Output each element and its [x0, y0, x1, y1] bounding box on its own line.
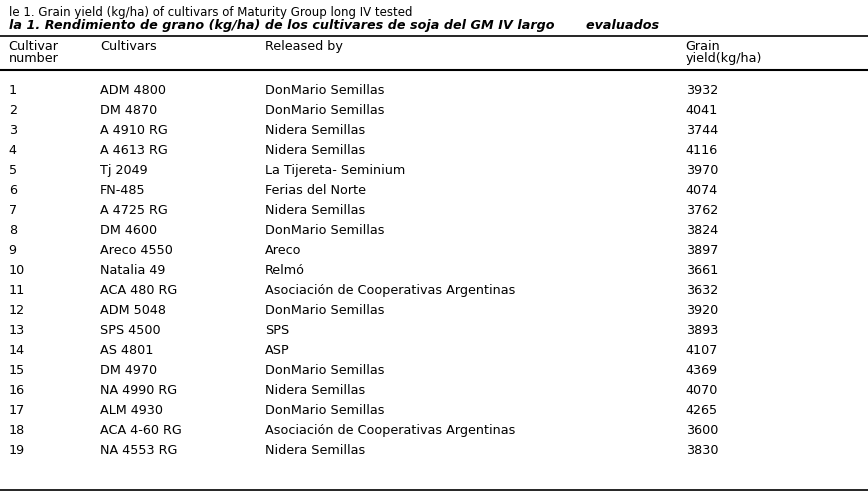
Text: 3824: 3824 [686, 224, 718, 237]
Text: DonMario Semillas: DonMario Semillas [265, 224, 385, 237]
Text: Relmó: Relmó [265, 264, 305, 277]
Text: 3920: 3920 [686, 304, 718, 317]
Text: Areco: Areco [265, 244, 301, 257]
Text: 3830: 3830 [686, 444, 718, 457]
Text: DM 4970: DM 4970 [100, 364, 157, 377]
Text: Cultivar: Cultivar [9, 40, 59, 53]
Text: DM 4600: DM 4600 [100, 224, 157, 237]
Text: DonMario Semillas: DonMario Semillas [265, 104, 385, 117]
Text: 19: 19 [9, 444, 25, 457]
Text: Asociación de Cooperativas Argentinas: Asociación de Cooperativas Argentinas [265, 284, 515, 297]
Text: number: number [9, 52, 58, 65]
Text: 3600: 3600 [686, 424, 718, 437]
Text: la 1. Rendimiento de grano (kg/ha) de los cultivares de soja del GM IV largo    : la 1. Rendimiento de grano (kg/ha) de lo… [9, 19, 659, 32]
Text: SPS: SPS [265, 324, 289, 337]
Text: Natalia 49: Natalia 49 [100, 264, 165, 277]
Text: 3762: 3762 [686, 204, 718, 217]
Text: DonMario Semillas: DonMario Semillas [265, 84, 385, 97]
Text: Areco 4550: Areco 4550 [100, 244, 173, 257]
Text: Nidera Semillas: Nidera Semillas [265, 444, 365, 457]
Text: 4265: 4265 [686, 404, 718, 417]
Text: 3661: 3661 [686, 264, 718, 277]
Text: 3632: 3632 [686, 284, 718, 297]
Text: FN-485: FN-485 [100, 184, 146, 197]
Text: 4107: 4107 [686, 344, 718, 357]
Text: ALM 4930: ALM 4930 [100, 404, 163, 417]
Text: 3970: 3970 [686, 164, 718, 177]
Text: A 4725 RG: A 4725 RG [100, 204, 168, 217]
Text: 1: 1 [9, 84, 16, 97]
Text: 10: 10 [9, 264, 25, 277]
Text: 11: 11 [9, 284, 25, 297]
Text: NA 4553 RG: NA 4553 RG [100, 444, 177, 457]
Text: Asociación de Cooperativas Argentinas: Asociación de Cooperativas Argentinas [265, 424, 515, 437]
Text: 8: 8 [9, 224, 16, 237]
Text: yield(kg/ha): yield(kg/ha) [686, 52, 762, 65]
Text: 4369: 4369 [686, 364, 718, 377]
Text: Nidera Semillas: Nidera Semillas [265, 384, 365, 397]
Text: 15: 15 [9, 364, 25, 377]
Text: DonMario Semillas: DonMario Semillas [265, 304, 385, 317]
Text: 3: 3 [9, 124, 16, 137]
Text: ADM 5048: ADM 5048 [100, 304, 166, 317]
Text: 4041: 4041 [686, 104, 718, 117]
Text: Released by: Released by [265, 40, 343, 53]
Text: La Tijereta- Seminium: La Tijereta- Seminium [265, 164, 405, 177]
Text: Nidera Semillas: Nidera Semillas [265, 124, 365, 137]
Text: 3744: 3744 [686, 124, 718, 137]
Text: le 1. Grain yield (kg/ha) of cultivars of Maturity Group long IV tested: le 1. Grain yield (kg/ha) of cultivars o… [9, 6, 412, 19]
Text: 6: 6 [9, 184, 16, 197]
Text: DM 4870: DM 4870 [100, 104, 157, 117]
Text: ADM 4800: ADM 4800 [100, 84, 166, 97]
Text: Ferias del Norte: Ferias del Norte [265, 184, 365, 197]
Text: ACA 4-60 RG: ACA 4-60 RG [100, 424, 181, 437]
Text: NA 4990 RG: NA 4990 RG [100, 384, 177, 397]
Text: A 4910 RG: A 4910 RG [100, 124, 168, 137]
Text: 14: 14 [9, 344, 25, 357]
Text: A 4613 RG: A 4613 RG [100, 144, 168, 157]
Text: 4070: 4070 [686, 384, 718, 397]
Text: 4074: 4074 [686, 184, 718, 197]
Text: DonMario Semillas: DonMario Semillas [265, 404, 385, 417]
Text: 4: 4 [9, 144, 16, 157]
Text: Tj 2049: Tj 2049 [100, 164, 148, 177]
Text: SPS 4500: SPS 4500 [100, 324, 161, 337]
Text: ASP: ASP [265, 344, 290, 357]
Text: 3893: 3893 [686, 324, 718, 337]
Text: Cultivars: Cultivars [100, 40, 156, 53]
Text: 18: 18 [9, 424, 25, 437]
Text: 3897: 3897 [686, 244, 718, 257]
Text: Nidera Semillas: Nidera Semillas [265, 204, 365, 217]
Text: 2: 2 [9, 104, 16, 117]
Text: AS 4801: AS 4801 [100, 344, 153, 357]
Text: 12: 12 [9, 304, 25, 317]
Text: Grain: Grain [686, 40, 720, 53]
Text: 4116: 4116 [686, 144, 718, 157]
Text: 9: 9 [9, 244, 16, 257]
Text: 7: 7 [9, 204, 16, 217]
Text: 17: 17 [9, 404, 25, 417]
Text: ACA 480 RG: ACA 480 RG [100, 284, 177, 297]
Text: 5: 5 [9, 164, 16, 177]
Text: 13: 13 [9, 324, 25, 337]
Text: DonMario Semillas: DonMario Semillas [265, 364, 385, 377]
Text: 16: 16 [9, 384, 25, 397]
Text: Nidera Semillas: Nidera Semillas [265, 144, 365, 157]
Text: 3932: 3932 [686, 84, 718, 97]
